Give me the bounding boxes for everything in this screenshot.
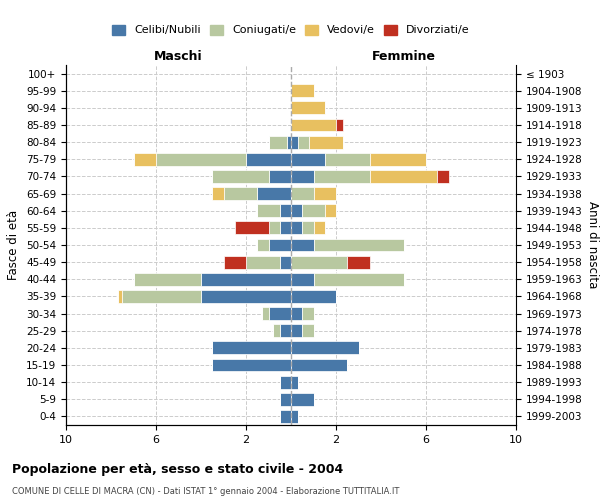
Bar	[291, 393, 314, 406]
Bar	[291, 324, 302, 337]
Bar	[291, 376, 298, 388]
Bar	[314, 222, 325, 234]
Bar	[291, 238, 314, 252]
Text: Femmine: Femmine	[371, 50, 436, 64]
Bar	[280, 324, 291, 337]
Bar	[262, 307, 269, 320]
Bar	[298, 136, 309, 148]
Bar	[257, 187, 291, 200]
Bar	[280, 376, 291, 388]
Bar	[314, 170, 370, 183]
Bar	[314, 187, 336, 200]
Bar	[273, 324, 280, 337]
Text: COMUNE DI CELLE DI MACRA (CN) - Dati ISTAT 1° gennaio 2004 - Elaborazione TUTTIT: COMUNE DI CELLE DI MACRA (CN) - Dati IST…	[12, 488, 400, 496]
Y-axis label: Fasce di età: Fasce di età	[7, 210, 20, 280]
Bar	[291, 358, 347, 372]
Bar	[291, 410, 298, 423]
Bar	[269, 307, 291, 320]
Y-axis label: Anni di nascita: Anni di nascita	[586, 202, 599, 288]
Bar	[291, 273, 314, 285]
Bar	[212, 342, 291, 354]
Legend: Celibi/Nubili, Coniugati/e, Vedovi/e, Divorziati/e: Celibi/Nubili, Coniugati/e, Vedovi/e, Di…	[108, 20, 474, 40]
Bar	[325, 204, 336, 217]
Bar	[291, 290, 336, 303]
Bar	[257, 204, 280, 217]
Bar	[287, 136, 291, 148]
Bar	[212, 187, 223, 200]
Bar	[235, 222, 269, 234]
Bar	[212, 170, 269, 183]
Bar	[280, 256, 291, 268]
Bar	[291, 170, 314, 183]
Bar	[291, 256, 347, 268]
Bar	[269, 170, 291, 183]
Bar	[246, 153, 291, 166]
Bar	[302, 204, 325, 217]
Bar	[437, 170, 449, 183]
Bar	[201, 290, 291, 303]
Bar	[309, 136, 343, 148]
Bar	[325, 153, 370, 166]
Bar	[302, 222, 314, 234]
Bar	[347, 256, 370, 268]
Bar	[223, 187, 257, 200]
Bar	[291, 136, 298, 148]
Bar	[133, 273, 201, 285]
Bar	[291, 102, 325, 114]
Bar	[223, 256, 246, 268]
Bar	[291, 84, 314, 97]
Bar	[280, 204, 291, 217]
Bar	[291, 222, 302, 234]
Bar	[118, 290, 122, 303]
Bar	[291, 342, 359, 354]
Text: Maschi: Maschi	[154, 50, 203, 64]
Bar	[280, 410, 291, 423]
Bar	[201, 273, 291, 285]
Bar	[133, 153, 156, 166]
Bar	[291, 153, 325, 166]
Bar	[246, 256, 280, 268]
Bar	[269, 222, 280, 234]
Bar	[122, 290, 201, 303]
Bar	[280, 222, 291, 234]
Bar	[302, 324, 314, 337]
Bar	[336, 118, 343, 132]
Bar	[156, 153, 246, 166]
Bar	[370, 153, 426, 166]
Text: Popolazione per età, sesso e stato civile - 2004: Popolazione per età, sesso e stato civil…	[12, 462, 343, 475]
Bar	[212, 358, 291, 372]
Bar	[257, 238, 269, 252]
Bar	[314, 273, 404, 285]
Bar	[370, 170, 437, 183]
Bar	[280, 393, 291, 406]
Bar	[291, 118, 336, 132]
Bar	[302, 307, 314, 320]
Bar	[269, 238, 291, 252]
Bar	[314, 238, 404, 252]
Bar	[269, 136, 287, 148]
Bar	[291, 187, 314, 200]
Bar	[291, 204, 302, 217]
Bar	[291, 307, 302, 320]
